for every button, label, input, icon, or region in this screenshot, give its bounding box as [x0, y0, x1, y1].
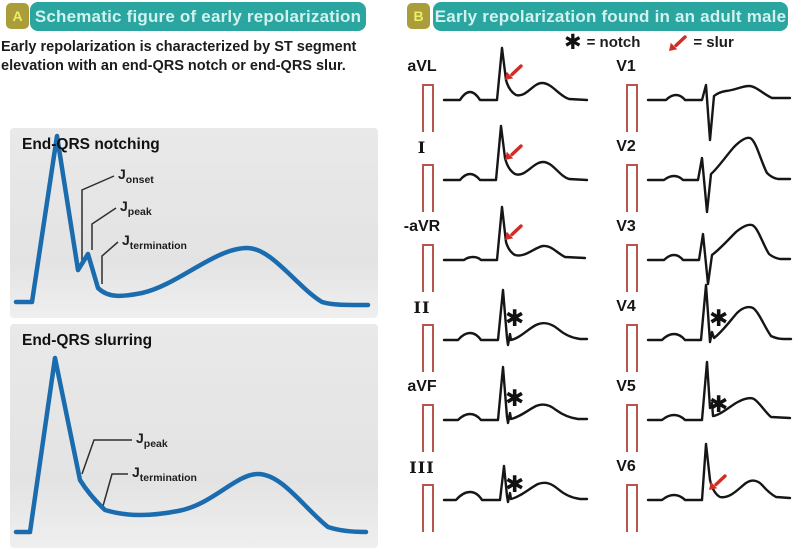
- ecg-row-avl: aVL: [398, 46, 593, 136]
- slur-arrow-icon: [505, 144, 523, 160]
- notch-asterisk-icon: ✱: [505, 386, 525, 412]
- ecg-trace: [646, 360, 792, 422]
- ecg-row-avf: aVF ✱: [398, 365, 593, 456]
- j-termination-label: Jtermination: [132, 464, 197, 484]
- j-termination-label: Jtermination: [122, 232, 187, 252]
- lead-label: -aVR: [403, 218, 441, 235]
- lead-label: V5: [616, 378, 636, 395]
- legend-notch: ✱ = notch: [564, 32, 640, 53]
- ecg-row-v5: V5 ✱: [602, 360, 797, 456]
- ecg-trace: [442, 464, 589, 504]
- notch-asterisk-icon: ✱: [505, 306, 525, 332]
- intro-line-2: elevation with an end-QRS notch or end-Q…: [1, 58, 346, 74]
- lead-label: V4: [616, 298, 636, 315]
- notch-asterisk-icon: ✱: [564, 30, 582, 54]
- ecg-row-v3: V3: [602, 216, 797, 296]
- intro-line-1: Early repolarization is characterized by…: [1, 39, 357, 55]
- lead-label: aVL: [407, 58, 437, 75]
- calibration-pulse-icon: [626, 324, 638, 372]
- calibration-pulse-icon: [422, 324, 434, 372]
- legend-notch-label: = notch: [586, 34, 641, 51]
- lead-label: II: [413, 298, 431, 317]
- lead-label: V2: [616, 138, 636, 155]
- slur-arrow-icon: [505, 224, 523, 240]
- j-peak-label: Jpeak: [136, 430, 168, 450]
- ecg-row-v2: V2: [602, 136, 797, 216]
- ecg-row-v4: V4 ✱: [602, 283, 797, 376]
- ecg-row-v6: V6: [602, 442, 797, 536]
- ecg-row-v1: V1: [602, 56, 797, 142]
- notching-waveform: [13, 133, 371, 308]
- j-onset-label: Jonset: [118, 166, 154, 186]
- calibration-pulse-icon: [422, 244, 434, 292]
- ecg-row-ii: II ✱: [398, 288, 593, 376]
- slurring-title: End-QRS slurring: [22, 332, 153, 349]
- ecg-trace: [442, 46, 589, 102]
- ecg-trace: [442, 288, 589, 347]
- slur-arrow-icon: [669, 34, 688, 51]
- calibration-pulse-icon: [626, 404, 638, 452]
- lead-label: V6: [616, 458, 636, 475]
- panel-b-title: Early repolarization found in an adult m…: [433, 2, 788, 31]
- slur-arrow-icon: [709, 474, 727, 490]
- calibration-pulse-icon: [626, 164, 638, 212]
- lead-label: III: [409, 458, 435, 477]
- lead-label: aVF: [407, 378, 437, 395]
- lead-label: V3: [616, 218, 636, 235]
- intro-text: Early repolarization is characterized by…: [1, 38, 356, 76]
- limb-leads-column: aVL I -aVR II ✱: [398, 46, 593, 536]
- calibration-pulse-icon: [626, 484, 638, 532]
- ecg-trace: [646, 83, 792, 142]
- ecg-row-iii: III ✱: [398, 456, 593, 536]
- ecg-trace: [442, 205, 587, 262]
- legend-slur-label: = slur: [693, 34, 734, 51]
- j-peak-label: Jpeak: [120, 198, 152, 218]
- ecg-trace: [646, 283, 793, 344]
- lead-label: I: [417, 138, 427, 157]
- panel-b-badge: B: [407, 3, 430, 29]
- notching-box: End-QRS notching Jonset Jpeak Jterminati…: [10, 128, 378, 318]
- notch-asterisk-icon: ✱: [505, 472, 525, 498]
- ecg-row-i: I: [398, 124, 593, 216]
- calibration-pulse-icon: [626, 84, 638, 132]
- calibration-pulse-icon: [626, 244, 638, 292]
- slur-arrow-icon: [505, 64, 523, 80]
- precordial-leads-column: V1 V2 V3 V4 ✱ V5: [602, 56, 797, 536]
- notch-asterisk-icon: ✱: [709, 306, 729, 332]
- notching-title: End-QRS notching: [22, 136, 160, 153]
- panel-a-title: Schematic figure of early repolarization: [30, 2, 366, 31]
- slurring-waveform: [13, 355, 369, 535]
- ecg-row-navr: -aVR: [398, 205, 593, 296]
- ecg-trace: [646, 223, 792, 286]
- calibration-pulse-icon: [422, 84, 434, 132]
- ecg-trace: [646, 442, 792, 502]
- calibration-pulse-icon: [422, 404, 434, 452]
- legend: ✱ = notch = slur: [564, 32, 734, 53]
- ecg-trace: [442, 365, 589, 425]
- lead-label: V1: [616, 58, 636, 75]
- legend-slur: = slur: [666, 33, 734, 53]
- ecg-trace: [442, 124, 589, 182]
- panel-b: ✱ = notch = slur aVL I: [396, 0, 800, 553]
- slurring-box: End-QRS slurring Jpeak Jtermination: [10, 324, 378, 548]
- calibration-pulse-icon: [422, 484, 434, 532]
- notch-asterisk-icon: ✱: [709, 392, 729, 418]
- panel-a-badge: A: [6, 3, 29, 29]
- ecg-trace: [646, 136, 792, 214]
- calibration-pulse-icon: [422, 164, 434, 212]
